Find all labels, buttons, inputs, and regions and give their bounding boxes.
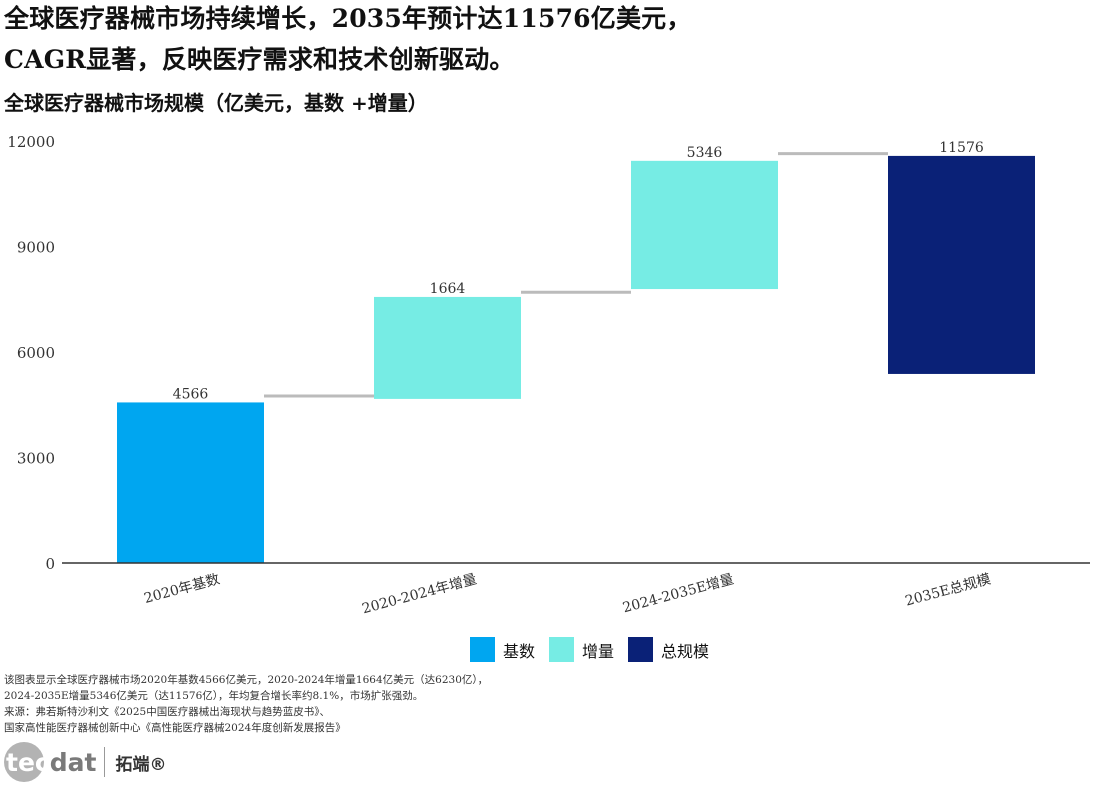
logo-circle-icon [4,742,44,782]
data-label: 1664 [430,281,466,297]
bar-increment [631,160,778,290]
waterfall-chart: 0 3000 6000 9000 12000 4566 1664 5346 11576 2020年… [7,133,1090,617]
data-label: 4566 [173,386,209,402]
bar-base [117,402,264,563]
headline-line-2: CAGR显著，反映医疗需求和技术创新驱动。 [4,45,515,74]
legend-swatch-increment [549,637,575,662]
legend-item-base: 基数 [470,637,535,662]
y-tick-label: 3000 [17,450,55,468]
data-label: 5346 [687,145,723,161]
y-tick-label: 12000 [7,133,55,151]
logo-divider [104,747,106,777]
source-line-1: 来源：弗若斯特沙利文《2025中国医疗器械出海现状与趋势蓝皮书》、 [4,706,330,718]
legend-swatch-total [628,637,654,662]
chart-legend: 基数 增量 总规模 [470,637,723,662]
logo-word-first: tec [6,747,50,777]
footnote-line-2: 2024-2035E增量5346亿美元（达11576亿），年均复合增长率约8.1… [4,690,424,702]
bar-total [888,155,1035,374]
headline-line-1: 全球医疗器械市场持续增长，2035年预计达11576亿美元， [4,4,692,33]
x-tick-label: 2020年基数 [142,570,221,607]
y-tick-label: 9000 [17,239,55,257]
logo-chinese-name: 拓端® [115,754,167,775]
chart-title: 全球医疗器械市场规模（亿美元，基数 +增量） [4,91,428,115]
brand-logo: tecdat 拓端® [4,741,166,783]
footnote-line-1: 该图表显示全球医疗器械市场2020年基数4566亿美元，2020-2024年增量… [4,674,489,686]
legend-label-base: 基数 [503,641,536,661]
x-tick-label: 2024-2035E增量 [621,571,735,616]
y-tick-label: 0 [45,555,55,573]
x-tick-label: 2020-2024年增量 [360,571,478,617]
x-tick-label: 2035E总规模 [904,571,993,609]
bar-increment [374,296,521,399]
legend-item-total: 总规模 [628,637,709,662]
legend-swatch-base [470,637,495,662]
y-tick-label: 6000 [17,344,55,362]
legend-item-increment: 增量 [549,637,614,662]
data-label: 11576 [939,140,984,156]
source-line-2: 国家高性能医疗器械创新中心《高性能医疗器械2024年度创新发展报告》 [4,722,346,734]
legend-label-total: 总规模 [661,641,710,661]
logo-word-rest: dat [49,747,97,777]
logo-wordmark: tecdat [6,748,96,777]
legend-label-increment: 增量 [582,641,615,661]
